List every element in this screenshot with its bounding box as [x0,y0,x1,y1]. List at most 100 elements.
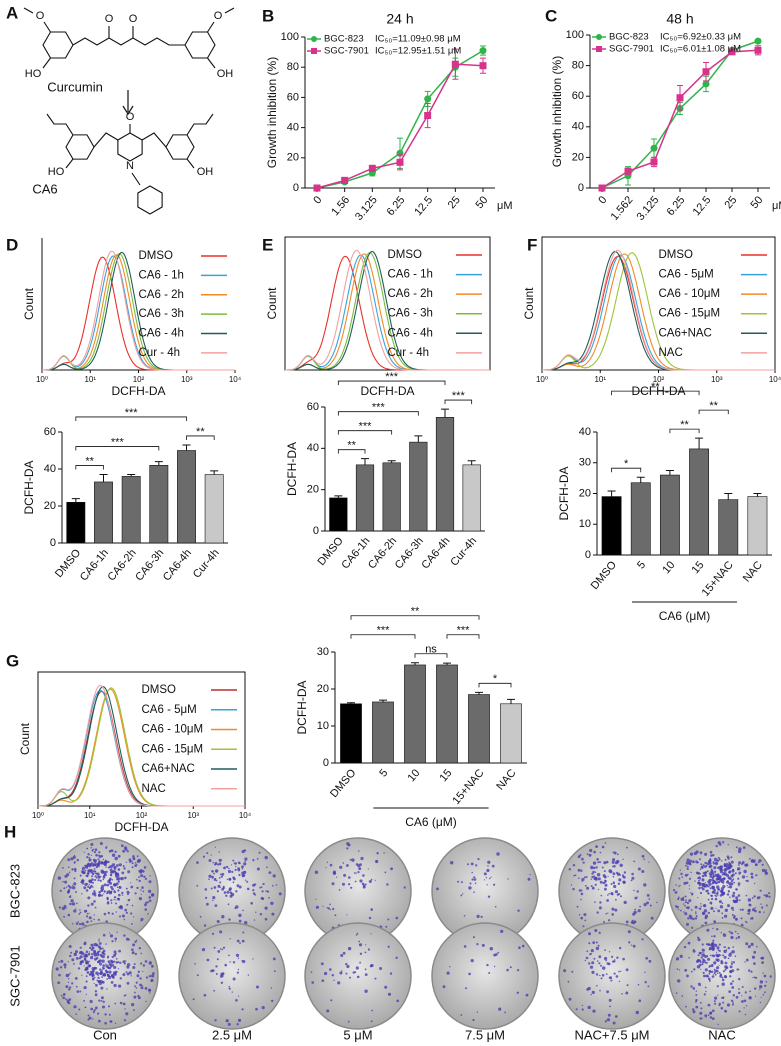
colony [237,957,240,959]
colony [722,997,724,1000]
colony [65,985,69,989]
colony [131,904,134,907]
colony [644,981,647,984]
compound-name: Curcumin [47,79,103,94]
colony [67,866,70,868]
colony [738,977,741,981]
colony [711,883,713,885]
colony [698,882,702,885]
colony [98,940,100,942]
colony [690,909,693,911]
colony [102,858,105,861]
error-bar [71,498,80,503]
colony [321,979,325,982]
colony [370,933,372,935]
colony [238,919,242,923]
colony [65,973,70,978]
colony [93,890,96,893]
colony [63,887,66,890]
colony [718,858,721,861]
bar [689,448,710,556]
colony [261,1006,265,1010]
colony [611,913,614,916]
colony [237,968,240,971]
colony [250,902,253,905]
colony [742,846,746,849]
colony [586,886,590,890]
colony [623,900,627,905]
colony [92,882,95,884]
colony [59,966,63,969]
colony [387,945,390,948]
colony [521,944,525,948]
colony [60,994,63,997]
colony [728,930,731,933]
colony [630,944,633,946]
colony [81,870,85,874]
colony [714,897,718,901]
colony [747,898,752,902]
colony [474,882,477,885]
colony [750,916,754,920]
colony [116,931,118,933]
colony [728,953,732,957]
colony [347,1020,350,1023]
error-bar [607,490,616,497]
colony [252,889,255,892]
colony [719,865,723,869]
colony [527,877,531,881]
colony [243,870,247,875]
colony [704,861,707,865]
colony [358,943,363,947]
colony [117,968,120,970]
colony [597,861,600,864]
colony [219,873,222,876]
colony [724,867,728,872]
colony [637,983,640,986]
colony [680,872,683,876]
colony [61,906,66,911]
colony [356,932,359,935]
significance-label: ** [680,419,689,431]
colony [97,918,100,921]
colony [113,883,117,887]
colony [679,954,683,959]
colony [483,879,486,881]
colony [221,872,225,876]
colony [217,950,221,953]
point [424,95,432,103]
colony [123,918,126,921]
colony [236,884,240,888]
legend-label: CA6+NAC [142,763,195,775]
colony [763,894,766,896]
colony [576,905,579,908]
colony [690,970,693,973]
colony [244,879,247,881]
colony [91,850,94,852]
y-axis-label: Count [22,287,36,320]
colony [720,868,723,871]
significance-label: ns [425,644,437,656]
legend-label: CA6 - 15μM [659,308,721,320]
colony [106,846,108,848]
colony [132,943,136,947]
colony [591,872,594,875]
colony [727,957,730,960]
colony [93,918,95,921]
colony [605,959,607,962]
colony [450,861,454,865]
legend-annotation: IC₅₀=6.92±0.33 μM [660,32,741,43]
colony [79,946,82,949]
colony [115,874,119,878]
colony [368,916,372,920]
ring [117,132,143,162]
significance-label: ** [651,381,660,393]
colony [87,896,91,900]
significance-bracket [337,449,366,454]
colony [220,981,224,984]
colony [65,998,67,1000]
colony [90,862,94,865]
colony [326,861,328,863]
legend-marker [596,46,602,52]
colony [210,854,212,856]
